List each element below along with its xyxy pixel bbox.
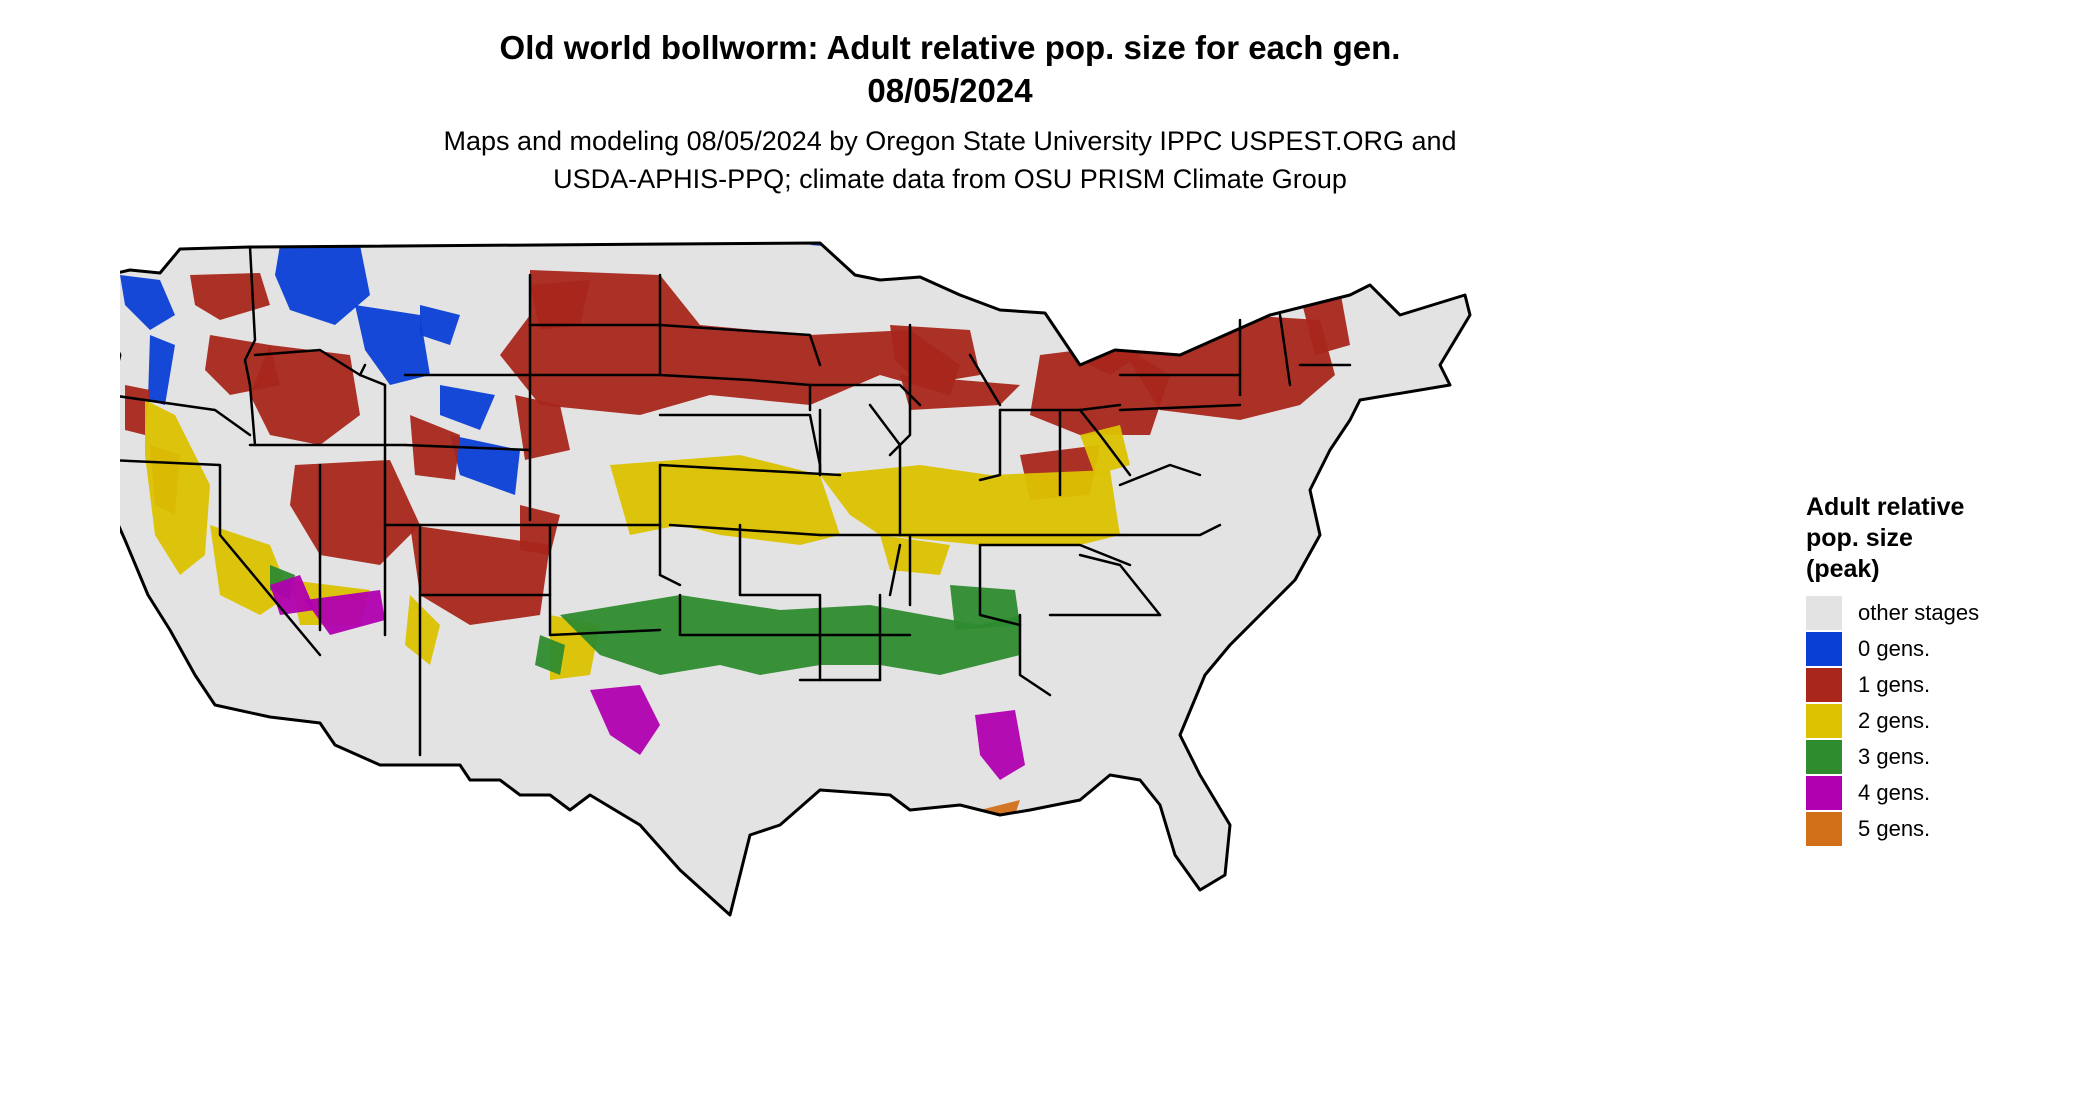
zone-1-gens bbox=[1300, 290, 1350, 355]
us-map-svg bbox=[103, 241, 1472, 917]
legend-swatch bbox=[1806, 776, 1842, 810]
zone-2-gens bbox=[405, 595, 440, 665]
legend: Adult relative pop. size (peak) other st… bbox=[1806, 492, 2066, 847]
legend-label: 0 gens. bbox=[1858, 636, 1931, 661]
state-border bbox=[106, 458, 322, 657]
state-border bbox=[528, 373, 812, 412]
map-subtitle-line-1: Maps and modeling 08/05/2024 by Oregon S… bbox=[443, 126, 1457, 156]
state-border bbox=[888, 543, 902, 597]
map-title-line-1: Old world bollworm: Adult relative pop. … bbox=[499, 29, 1401, 66]
zone-1-gens bbox=[250, 345, 360, 445]
zone-0-gens bbox=[810, 243, 840, 247]
zone-1-gens bbox=[500, 270, 960, 415]
zone-0-gens bbox=[355, 305, 430, 385]
state-borders bbox=[103, 241, 1472, 917]
state-border bbox=[1118, 523, 1222, 537]
zone-0-gens bbox=[120, 275, 175, 330]
legend-label: other stages bbox=[1858, 600, 1980, 625]
legend-items: other stages 0 gens. 1 gens. 2 gens. 3 gens.… bbox=[1806, 595, 2066, 847]
state-border bbox=[1018, 613, 1052, 697]
legend-swatch bbox=[1806, 812, 1842, 846]
state-border bbox=[808, 383, 922, 407]
state-border bbox=[888, 323, 912, 457]
state-border bbox=[978, 543, 1022, 627]
zone-1-gens bbox=[190, 273, 270, 320]
legend-label: 1 gens. bbox=[1858, 672, 1931, 697]
zone-1-gens bbox=[900, 375, 1020, 410]
us-map bbox=[103, 235, 1780, 1105]
zone-0-gens bbox=[440, 385, 495, 430]
legend-item: 1 gens. bbox=[1806, 667, 2066, 703]
zone-3-gens bbox=[535, 635, 565, 675]
state-border bbox=[978, 408, 1002, 482]
legend-label: 2 gens. bbox=[1858, 708, 1931, 733]
legend-item: 0 gens. bbox=[1806, 631, 2066, 667]
zone-4-gens bbox=[305, 590, 385, 635]
map-title-line-2: 08/05/2024 bbox=[867, 72, 1033, 109]
state-border bbox=[658, 573, 682, 587]
legend-item: 2 gens. bbox=[1806, 703, 2066, 739]
zone-4-gens bbox=[975, 710, 1025, 780]
us-outline bbox=[103, 241, 1472, 917]
state-border bbox=[1078, 553, 1162, 617]
zone-2-gens bbox=[145, 400, 210, 575]
state-border bbox=[253, 348, 367, 377]
legend-swatch bbox=[1806, 596, 1842, 630]
zone-3-gens bbox=[950, 585, 1020, 630]
state-border bbox=[403, 443, 532, 452]
zone-2-gens bbox=[880, 535, 950, 575]
state-border bbox=[548, 523, 662, 637]
state-border bbox=[978, 543, 1132, 567]
map-zones bbox=[120, 243, 1350, 825]
legend-swatch bbox=[1806, 740, 1842, 774]
legend-swatch bbox=[1806, 704, 1842, 738]
legend-swatch bbox=[1806, 668, 1842, 702]
legend-item: 3 gens. bbox=[1806, 739, 2066, 775]
legend-swatch bbox=[1806, 632, 1842, 666]
zone-1-gens bbox=[410, 415, 460, 480]
state-border bbox=[738, 523, 822, 682]
zone-0-gens bbox=[420, 305, 460, 345]
zone-1-gens bbox=[530, 280, 590, 330]
zone-4-gens bbox=[270, 575, 315, 615]
state-border bbox=[1278, 313, 1292, 387]
map-subtitle: Maps and modeling 08/05/2024 by Oregon S… bbox=[0, 122, 1900, 198]
legend-item: 5 gens. bbox=[1806, 811, 2066, 847]
state-border bbox=[108, 393, 252, 437]
legend-item: other stages bbox=[1806, 595, 2066, 631]
zone-1-gens bbox=[290, 460, 420, 565]
state-border bbox=[1078, 408, 1132, 477]
title-block: Old world bollworm: Adult relative pop. … bbox=[0, 26, 1900, 198]
state-border bbox=[668, 523, 822, 537]
zone-2-gens bbox=[1080, 425, 1130, 475]
zone-1-gens bbox=[890, 325, 980, 385]
legend-item: 4 gens. bbox=[1806, 775, 2066, 811]
legend-title: Adult relative pop. size (peak) bbox=[1806, 493, 1965, 583]
zone-2-gens bbox=[610, 455, 840, 545]
state-border bbox=[243, 245, 257, 447]
zone-0-gens bbox=[148, 335, 175, 405]
legend-label: 3 gens. bbox=[1858, 744, 1931, 769]
zone-1-gens bbox=[410, 525, 550, 625]
state-border bbox=[1118, 403, 1242, 412]
state-border bbox=[358, 373, 387, 447]
zone-4-gens bbox=[590, 685, 660, 755]
zone-0-gens bbox=[275, 245, 370, 325]
state-border bbox=[1118, 463, 1202, 487]
state-border bbox=[678, 593, 822, 637]
zone-2-gens bbox=[820, 465, 1120, 545]
state-border bbox=[968, 353, 1002, 407]
legend-label: 5 gens. bbox=[1858, 816, 1931, 841]
state-border bbox=[658, 463, 842, 477]
map-subtitle-line-2: USDA-APHIS-PPQ; climate data from OSU PR… bbox=[553, 164, 1347, 194]
state-border bbox=[528, 323, 822, 367]
legend-label: 4 gens. bbox=[1858, 780, 1931, 805]
